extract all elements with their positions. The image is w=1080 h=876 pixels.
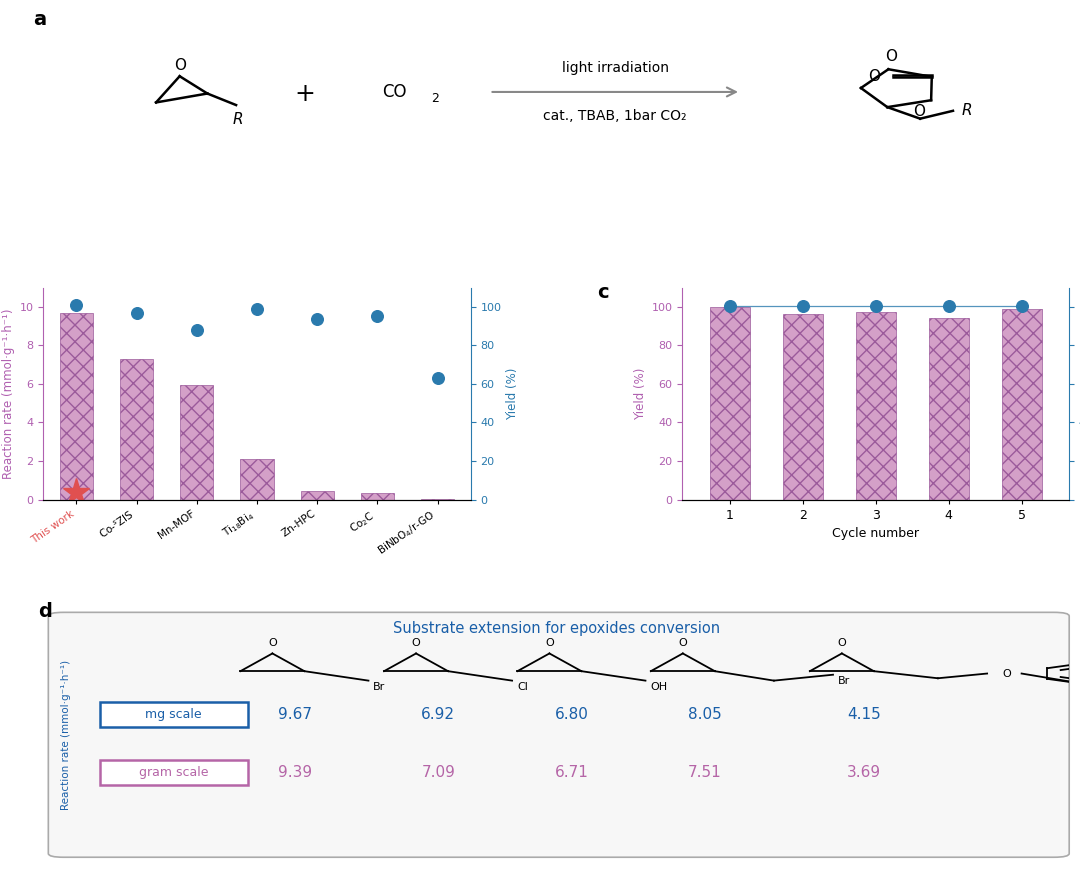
Text: 6.71: 6.71: [555, 765, 589, 780]
Bar: [1001, 308, 1042, 499]
Bar: [929, 318, 969, 499]
Y-axis label: Yield (%): Yield (%): [505, 367, 518, 420]
Text: Substrate extension for epoxides conversion: Substrate extension for epoxides convers…: [393, 621, 719, 636]
Bar: [180, 385, 213, 499]
Text: O: O: [678, 638, 687, 647]
Text: light irradiation: light irradiation: [562, 61, 669, 75]
Bar: [783, 314, 823, 499]
Text: 2: 2: [431, 92, 438, 105]
FancyBboxPatch shape: [99, 703, 248, 727]
Bar: [241, 459, 273, 499]
Text: 9.67: 9.67: [278, 707, 311, 722]
Text: a: a: [33, 10, 46, 29]
Text: 8.05: 8.05: [688, 707, 721, 722]
Point: [429, 371, 446, 385]
Text: cat., TBAB, 1bar CO₂: cat., TBAB, 1bar CO₂: [543, 110, 687, 124]
Text: +: +: [295, 81, 315, 105]
Text: O: O: [837, 638, 847, 647]
Text: OH: OH: [650, 682, 667, 692]
Text: O: O: [268, 638, 276, 647]
Point: [941, 299, 958, 313]
Text: O: O: [174, 58, 186, 73]
Text: O: O: [411, 638, 420, 647]
Text: R: R: [961, 103, 972, 118]
Text: O: O: [886, 49, 897, 64]
Bar: [300, 491, 334, 499]
Point: [867, 299, 885, 313]
Bar: [855, 312, 896, 499]
Text: 6.92: 6.92: [421, 707, 455, 722]
Text: d: d: [38, 603, 52, 621]
Y-axis label: Reaction rate (mmol·g⁻¹·h⁻¹): Reaction rate (mmol·g⁻¹·h⁻¹): [2, 308, 15, 479]
Text: mg scale: mg scale: [145, 708, 202, 721]
Text: Reaction rate (mmol·g⁻¹·h⁻¹): Reaction rate (mmol·g⁻¹·h⁻¹): [60, 661, 71, 810]
Text: Cl: Cl: [517, 682, 528, 692]
Text: O: O: [1002, 668, 1011, 679]
Text: O: O: [545, 638, 554, 647]
Text: Br: Br: [374, 682, 386, 692]
Text: O: O: [868, 69, 880, 84]
Point: [127, 306, 145, 320]
Point: [721, 299, 739, 313]
Point: [248, 301, 266, 315]
Text: gram scale: gram scale: [138, 766, 208, 779]
Y-axis label: Yield (%): Yield (%): [635, 367, 648, 420]
Text: CO: CO: [382, 83, 406, 101]
Text: 7.51: 7.51: [688, 765, 721, 780]
FancyBboxPatch shape: [49, 612, 1069, 858]
FancyBboxPatch shape: [99, 760, 248, 785]
Text: 4.15: 4.15: [847, 707, 881, 722]
Text: R: R: [233, 112, 243, 127]
Bar: [59, 314, 93, 499]
X-axis label: Cycle number: Cycle number: [833, 527, 919, 540]
Text: O: O: [913, 104, 924, 119]
Bar: [361, 493, 394, 499]
Bar: [421, 498, 455, 499]
Text: 7.09: 7.09: [421, 765, 455, 780]
Point: [794, 299, 811, 313]
Text: 3.69: 3.69: [847, 765, 881, 780]
Point: [309, 313, 326, 327]
Text: c: c: [597, 283, 609, 302]
Bar: [120, 359, 153, 499]
Text: 6.80: 6.80: [555, 707, 589, 722]
Text: Br: Br: [838, 676, 850, 686]
Bar: [710, 307, 750, 499]
Point: [368, 309, 386, 323]
Point: [1013, 299, 1030, 313]
Point: [188, 323, 205, 337]
Point: [68, 298, 85, 312]
Text: 9.39: 9.39: [278, 765, 312, 780]
